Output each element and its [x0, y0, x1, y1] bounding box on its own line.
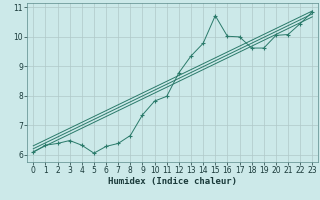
X-axis label: Humidex (Indice chaleur): Humidex (Indice chaleur)	[108, 177, 237, 186]
